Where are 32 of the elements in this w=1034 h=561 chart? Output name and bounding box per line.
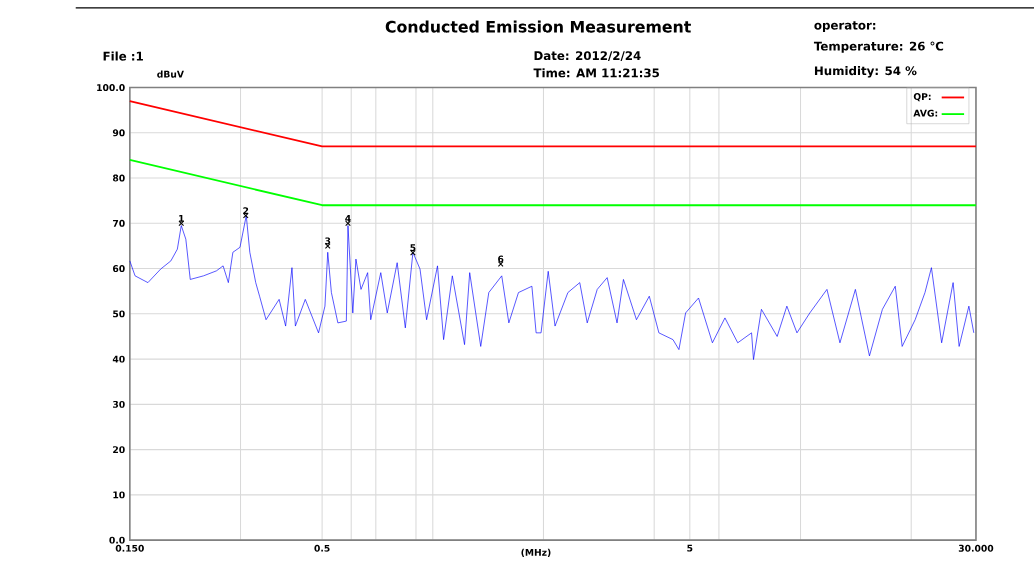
annotation: 1 [179, 215, 184, 222]
y-tick-label: 70 [113, 219, 125, 227]
y-tick-label: 20 [113, 446, 125, 454]
x-tick-label: 0.5 [314, 544, 330, 552]
y-tick-label: 30 [113, 400, 125, 408]
annotation: 6 [498, 255, 504, 263]
y-tick-label: 50 [113, 310, 125, 318]
y-tick-label: 60 [112, 265, 125, 273]
legend-label: AVG: [913, 109, 938, 117]
text: Humidity: 54 % [814, 66, 917, 78]
y-tick-label: 40 [112, 355, 125, 363]
chart-title: Conducted Emission Measurement [385, 20, 691, 33]
x-tick-label: 30.000 [958, 544, 994, 552]
legend-label: QP: [913, 93, 931, 102]
y-tick-label: 90 [112, 129, 125, 137]
x-tick-label: 5 [687, 544, 693, 552]
annotation: 2 [243, 207, 249, 215]
y-tick-label: 10 [113, 491, 125, 499]
text: File :1 [103, 51, 143, 61]
text: Date: 2012/2/24 [534, 51, 641, 62]
y-axis-title: dBuV [157, 70, 184, 78]
x-tick-label: 0.150 [115, 544, 144, 552]
x-axis-title: (MHz) [521, 548, 551, 557]
y-tick-label: 0.0 [109, 536, 125, 544]
annotation: 4 [345, 215, 351, 222]
text: Time: AM 11:21:35 [533, 68, 659, 78]
text: operator: [814, 21, 876, 33]
annotation: 5 [410, 244, 416, 252]
annotation: 3 [325, 237, 331, 245]
text: Temperature: 26 ℃ [813, 41, 944, 53]
y-tick-label: 80 [112, 174, 125, 182]
y-tick-label: 100.0 [97, 84, 125, 92]
